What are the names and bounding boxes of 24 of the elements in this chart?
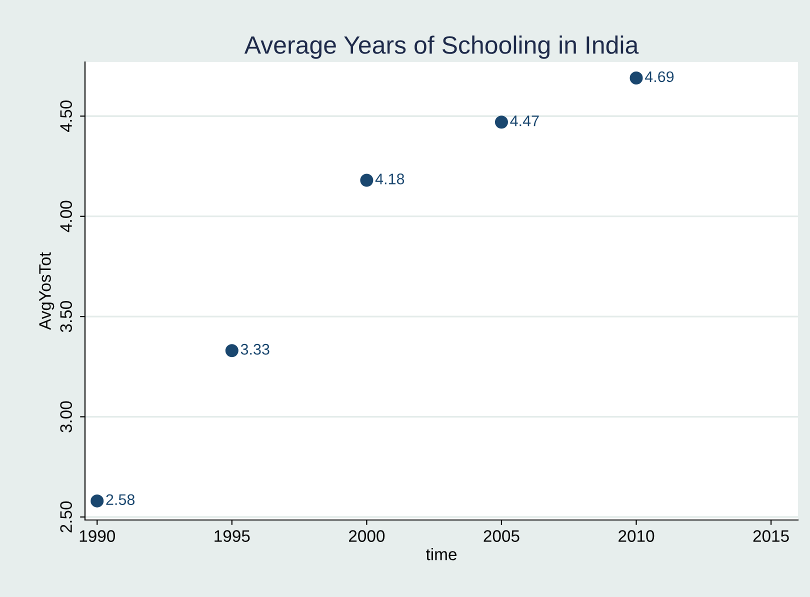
x-tick-label: 2010 [618,530,654,542]
point [360,174,374,187]
data-label: 4.18 [375,174,404,184]
point [225,344,238,358]
x-axis-title: time [426,548,457,560]
x-tick-label: 1995 [214,530,250,542]
y-axis-title: AvgYosTot [39,252,54,330]
x-tick-label: 2005 [484,530,520,542]
x-tick-label: 1990 [80,530,116,542]
chart-title: Average Years of Schooling in India [244,36,639,59]
data-label: 2.58 [106,494,135,506]
data-label: 4.69 [644,71,674,82]
data-label: 4.47 [510,116,539,126]
point [630,72,643,85]
x-tick-label: 2000 [349,530,385,542]
y-tick-label: 4.00 [60,200,72,232]
y-tick-label: 3.00 [60,401,72,432]
point [494,116,508,129]
data-label: 3.33 [240,344,270,355]
y-tick-label: 3.50 [60,300,72,332]
point [90,494,104,508]
y-tick-label: 2.50 [60,501,72,532]
x-tick-label: 2015 [753,530,789,542]
y-tick-label: 4.50 [60,100,72,132]
